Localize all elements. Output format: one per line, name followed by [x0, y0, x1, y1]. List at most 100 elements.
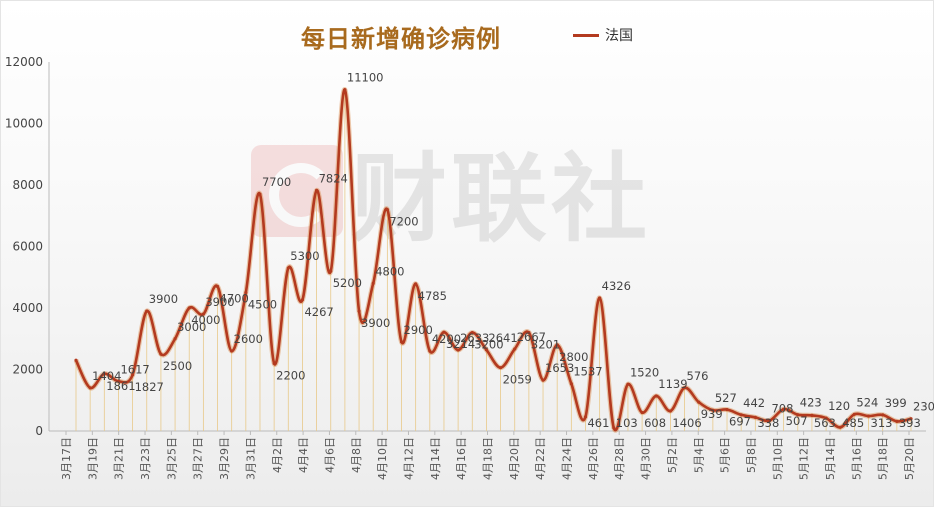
- data-label: 2200: [276, 368, 305, 382]
- data-label: 527: [715, 391, 737, 405]
- data-label: 4326: [602, 279, 631, 293]
- data-point: [399, 340, 404, 344]
- x-tick-label: 5月18日: [877, 437, 890, 480]
- data-point: [428, 349, 432, 353]
- data-point: [824, 416, 828, 420]
- x-tick-label: 4月24日: [561, 437, 574, 480]
- data-point: [343, 88, 347, 92]
- data-label: 5300: [290, 249, 319, 263]
- data-point: [498, 366, 503, 370]
- data-label: 2633: [460, 331, 489, 345]
- data-label: 1827: [135, 380, 164, 394]
- data-point: [329, 269, 333, 273]
- data-point: [385, 208, 389, 212]
- x-tick-label: 5月2日: [666, 437, 679, 473]
- data-point: [201, 312, 205, 316]
- data-point: [838, 425, 842, 429]
- x-tick-label: 5月10日: [771, 437, 784, 480]
- data-point: [74, 358, 78, 362]
- data-point: [810, 413, 814, 418]
- x-tick-label: 5月14日: [824, 437, 837, 480]
- x-tick-label: 4月20日: [508, 437, 521, 480]
- data-point: [173, 337, 177, 341]
- series-line: [74, 88, 912, 432]
- data-label: 461: [587, 416, 609, 430]
- data-point: [470, 331, 474, 335]
- data-label: 4500: [248, 298, 277, 312]
- data-label: 3200: [474, 338, 503, 352]
- x-tick-label: 4月8日: [350, 437, 363, 473]
- x-tick-label: 3月23日: [139, 437, 152, 480]
- y-tick-label: 8000: [12, 178, 43, 192]
- data-point: [88, 386, 92, 390]
- legend-swatch: [573, 33, 599, 37]
- x-tick-label: 4月26日: [587, 437, 600, 480]
- data-label: 3900: [361, 316, 390, 330]
- data-label: 4785: [418, 289, 447, 303]
- watermark-logo: 财联社: [251, 121, 651, 260]
- y-tick-label: 4000: [12, 301, 43, 315]
- data-point: [866, 414, 871, 418]
- data-point: [668, 409, 673, 413]
- data-point: [739, 413, 743, 417]
- data-point: [682, 386, 687, 390]
- data-point: [145, 309, 149, 313]
- data-point: [187, 306, 191, 310]
- x-tick-label: 3月27日: [192, 437, 205, 480]
- data-point: [909, 417, 913, 421]
- x-tick-label: 4月28日: [613, 437, 626, 480]
- x-tick-label: 4月16日: [455, 437, 468, 480]
- data-label: 4000: [191, 313, 220, 327]
- data-point: [258, 192, 262, 196]
- data-point: [414, 282, 418, 286]
- y-tick-label: 6000: [12, 240, 43, 254]
- data-point: [881, 413, 885, 417]
- data-label: 485: [842, 416, 864, 430]
- data-label: 4267: [304, 305, 333, 319]
- data-point: [371, 281, 375, 285]
- data-point: [583, 415, 588, 419]
- data-label: 1520: [630, 365, 659, 379]
- data-point: [159, 352, 163, 356]
- x-tick-label: 4月6日: [323, 437, 336, 473]
- data-point: [116, 379, 121, 383]
- data-label: 1404: [92, 369, 121, 383]
- data-label: 2667: [517, 330, 546, 344]
- data-label: 2600: [234, 332, 263, 346]
- data-point: [612, 426, 616, 430]
- data-point: [215, 284, 220, 289]
- data-point: [796, 413, 800, 417]
- data-point: [300, 298, 305, 302]
- data-label: 697: [729, 415, 751, 429]
- data-label: 1861: [106, 379, 135, 393]
- data-label: 338: [757, 416, 779, 430]
- data-point: [697, 400, 701, 404]
- x-tick-label: 3月31日: [244, 437, 257, 480]
- x-tick-label: 5月8日: [745, 437, 758, 473]
- data-label: 524: [856, 395, 878, 409]
- x-tick-label: 5月20日: [903, 437, 916, 480]
- data-point: [230, 349, 234, 353]
- data-label: 313: [871, 416, 893, 430]
- data-label: 1537: [573, 365, 602, 379]
- data-point: [640, 410, 644, 415]
- data-point: [598, 296, 602, 300]
- data-point: [272, 361, 276, 365]
- data-label: 3214: [446, 337, 475, 351]
- data-label: 507: [786, 414, 808, 428]
- data-label: 3000: [177, 320, 206, 334]
- data-label: 7700: [262, 175, 291, 189]
- x-tick-label: 4月10日: [376, 437, 389, 480]
- data-point: [513, 347, 517, 351]
- x-tick-label: 5月12日: [798, 437, 811, 480]
- data-point: [456, 348, 460, 352]
- x-tick-label: 3月19日: [86, 437, 99, 480]
- data-label: 4700: [220, 291, 249, 305]
- data-label: 1617: [120, 362, 149, 376]
- data-label: 2800: [559, 350, 588, 364]
- data-point: [527, 330, 531, 335]
- data-label: 563: [814, 416, 836, 430]
- data-label: 2500: [163, 359, 192, 373]
